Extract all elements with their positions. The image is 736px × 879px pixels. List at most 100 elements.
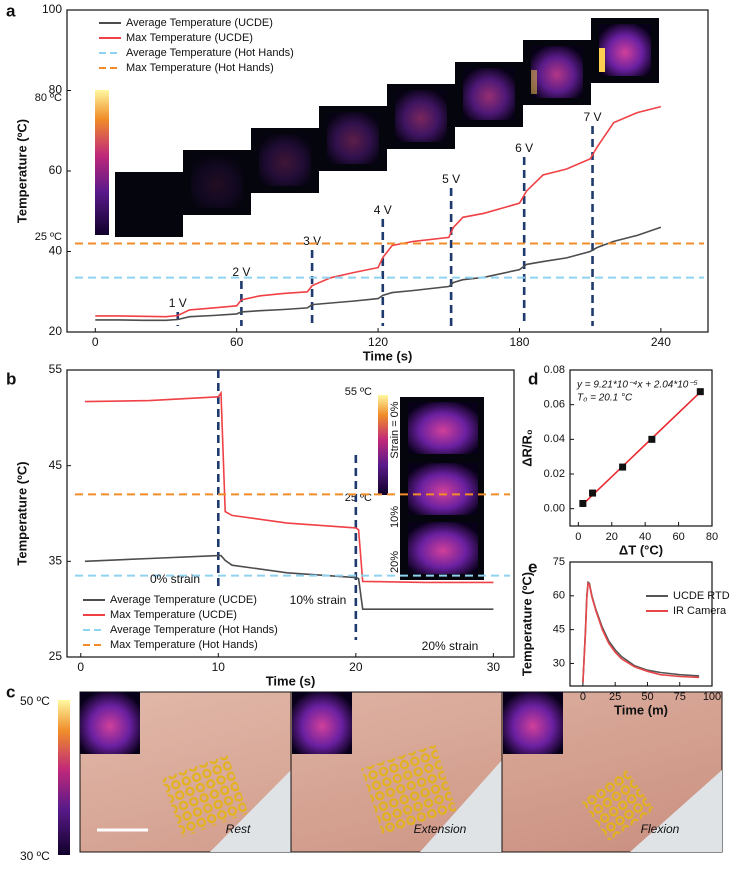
series-line: [95, 105, 662, 318]
inset-heatmap: [292, 692, 352, 754]
legend-label: Max Temperature (UCDE): [110, 609, 237, 621]
x-tick-label: 0: [575, 531, 581, 543]
y-tick-label: 45: [553, 624, 565, 636]
y-tick-label: 75: [553, 556, 565, 568]
marker-label: 1 V: [169, 296, 187, 310]
device: [161, 754, 249, 838]
marker-label: 6 V: [515, 141, 533, 155]
x-tick-label: 100: [703, 691, 721, 703]
legend-label: Average Temperature (UCDE): [126, 17, 273, 29]
x-tick-label: 120: [368, 335, 388, 349]
legend-label: IR Camera: [673, 605, 727, 617]
y-tick-label: 0.04: [544, 433, 565, 445]
x-tick-label: 0: [580, 691, 586, 703]
thermal-image: [408, 463, 478, 515]
y-axis-label: Temperature (ºC): [14, 119, 29, 223]
plot-frame: [569, 561, 713, 687]
inset-label: 10%: [389, 506, 401, 528]
y-tick-label: 100: [42, 2, 62, 16]
x-tick-label: 50: [641, 691, 653, 703]
annotation: y = 9.21*10⁻⁴x + 2.04*10⁻⁵: [576, 380, 698, 391]
x-tick-label: 180: [509, 335, 529, 349]
x-tick-label: 75: [674, 691, 686, 703]
point: [696, 388, 704, 396]
point: [589, 489, 597, 497]
colorbar-label: 80 ºC: [35, 92, 62, 104]
y-tick-label: 20: [49, 324, 63, 338]
device: [361, 744, 457, 836]
y-tick-label: 40: [49, 244, 63, 258]
legend-label: Max Temperature (Hot Hands): [126, 62, 274, 74]
y-tick-label: 35: [49, 554, 63, 568]
colorbar-label: 30 ºC: [20, 849, 50, 863]
y-tick-label: 0.00: [544, 503, 565, 515]
device: [580, 768, 655, 841]
inset-label: 20%: [389, 551, 401, 573]
thermal-image: [115, 172, 183, 237]
thermal-image: [408, 402, 478, 454]
marker-label: 4 V: [374, 203, 392, 217]
y-axis-label: Temperature (ºC): [14, 461, 29, 565]
colorbar-label: 55 ºC: [345, 386, 372, 398]
x-tick-label: 80: [706, 531, 718, 543]
colorbar: [58, 700, 70, 855]
y-axis-label: Temperature (ºC): [519, 572, 534, 676]
annotation: 0% strain: [150, 572, 200, 586]
photo-label: Extension: [414, 822, 467, 836]
y-tick-label: 80: [49, 83, 63, 97]
panel-label: a: [6, 1, 16, 20]
cloth: [420, 760, 502, 852]
x-tick-label: 60: [230, 335, 244, 349]
thermal-image: [531, 46, 583, 98]
legend-label: Average Temperature (Hot Hands): [110, 624, 278, 636]
x-tick-label: 20: [606, 531, 618, 543]
legend-label: UCDE RTD: [673, 590, 730, 602]
y-tick-label: 0.06: [544, 399, 565, 411]
marker-label: 2 V: [232, 265, 250, 279]
thermal-image: [191, 156, 243, 208]
thermal-hotspot: [531, 70, 537, 94]
colorbar-label: 25 ºC: [35, 231, 62, 243]
y-tick-label: 45: [49, 458, 63, 472]
y-tick-label: 55: [49, 362, 63, 376]
photo-label: Rest: [226, 822, 251, 836]
marker-label: 7 V: [584, 110, 602, 124]
legend-label: Max Temperature (UCDE): [126, 32, 253, 44]
thermal-image: [463, 68, 515, 120]
series-line: [84, 554, 494, 610]
x-axis-label: Time (s): [363, 348, 413, 363]
panel-label: d: [528, 369, 538, 388]
photo-label: Flexion: [641, 822, 680, 836]
plot-frame: [66, 369, 515, 658]
inset-label: Strain = 0%: [389, 401, 401, 458]
x-tick-label: 0: [92, 335, 99, 349]
x-tick-label: 0: [77, 660, 84, 674]
y-tick-label: 0.02: [544, 468, 565, 480]
panel-label: c: [6, 682, 15, 701]
colorbar-label: 50 ºC: [20, 694, 50, 708]
y-tick-label: 60: [49, 163, 63, 177]
legend-label: Average Temperature (UCDE): [110, 594, 257, 606]
cloth: [630, 770, 722, 852]
point: [648, 435, 656, 443]
y-axis-label: ΔR/R₀: [519, 429, 534, 467]
annotation: 10% strain: [290, 593, 347, 607]
x-axis-label: Time (s): [266, 673, 316, 688]
y-tick-label: 25: [49, 649, 63, 663]
photo-panel: Rest Extension Flexion 50 ºC 30 ºC: [20, 691, 723, 863]
x-tick-label: 40: [639, 531, 651, 543]
inset-heatmap: [503, 692, 563, 754]
y-tick-label: 60: [553, 590, 565, 602]
colorbar: [378, 395, 388, 495]
series-line: [84, 390, 494, 584]
y-tick-label: 30: [553, 657, 565, 669]
series-line: [582, 581, 700, 683]
marker-label: 3 V: [303, 234, 321, 248]
point: [579, 499, 587, 507]
thermal-hotspot: [599, 48, 605, 72]
annotation: T₀ = 20.1 °C: [577, 393, 633, 404]
y-tick-label: 0.08: [544, 364, 565, 376]
x-tick-label: 20: [349, 660, 363, 674]
x-tick-label: 240: [651, 335, 671, 349]
